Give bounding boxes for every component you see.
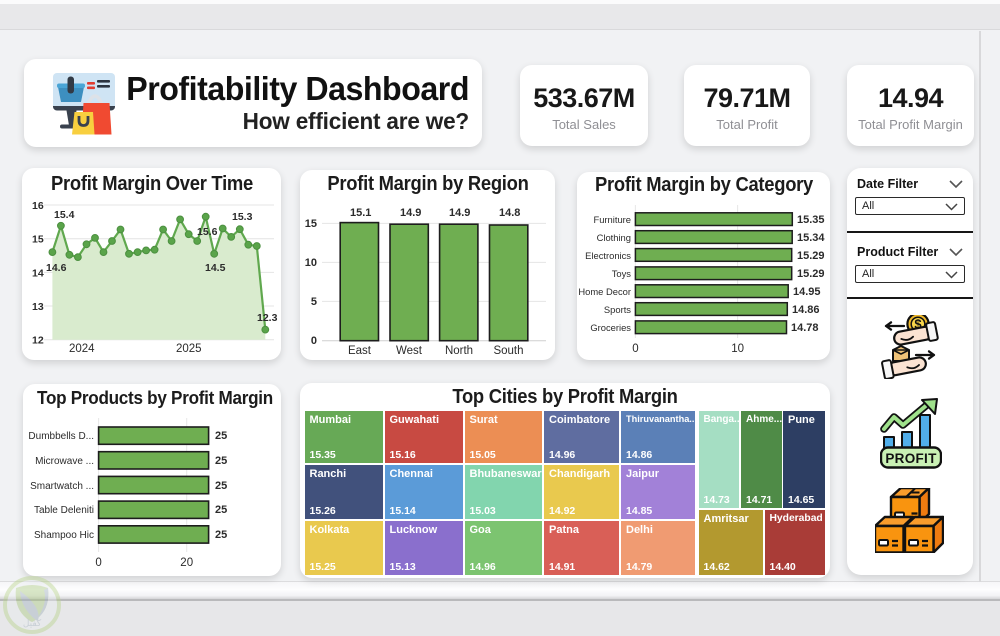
svg-text:2024: 2024 [69, 343, 95, 355]
svg-text:PROFIT: PROFIT [885, 451, 937, 466]
svg-text:15: 15 [305, 218, 317, 230]
svg-text:East: East [348, 345, 372, 357]
svg-text:Clothing: Clothing [597, 232, 631, 243]
svg-text:15.34: 15.34 [797, 232, 825, 244]
svg-text:Smartwatch ...: Smartwatch ... [30, 481, 94, 492]
svg-text:Table Deleniti: Table Deleniti [34, 505, 94, 516]
svg-text:Sports: Sports [604, 304, 631, 315]
svg-text:2025: 2025 [176, 343, 202, 355]
svg-text:5: 5 [311, 296, 317, 308]
svg-text:14.9: 14.9 [449, 207, 470, 219]
svg-text:25: 25 [215, 480, 227, 492]
svg-text:14.5: 14.5 [205, 262, 226, 274]
svg-text:14.95: 14.95 [793, 286, 821, 298]
svg-text:16: 16 [32, 200, 44, 212]
svg-text:15.29: 15.29 [797, 250, 825, 262]
svg-text:South: South [493, 345, 523, 357]
svg-text:Dumbbells D...: Dumbbells D... [28, 431, 94, 442]
svg-text:15.6: 15.6 [197, 226, 218, 238]
svg-text:Furniture: Furniture [593, 214, 631, 225]
svg-text:14.9: 14.9 [400, 207, 421, 219]
svg-text:15.4: 15.4 [54, 209, 75, 221]
svg-text:0: 0 [311, 335, 317, 347]
svg-text:Groceries: Groceries [590, 322, 631, 333]
svg-text:14.78: 14.78 [791, 322, 819, 334]
svg-text:14: 14 [32, 267, 44, 279]
svg-text:12.3: 12.3 [257, 312, 278, 324]
svg-text:12: 12 [32, 335, 44, 347]
svg-text:Microwave ...: Microwave ... [35, 456, 94, 467]
svg-text:Electronics: Electronics [585, 250, 631, 261]
svg-text:Toys: Toys [612, 268, 632, 279]
svg-text:15.29: 15.29 [797, 268, 825, 280]
svg-text:14.6: 14.6 [46, 262, 67, 274]
svg-text:كفيل: كفيل [23, 618, 42, 628]
svg-text:0: 0 [95, 557, 101, 569]
svg-text:15.35: 15.35 [797, 214, 825, 226]
svg-text:15: 15 [32, 234, 44, 246]
svg-text:Home Decor: Home Decor [578, 286, 631, 297]
svg-text:14.8: 14.8 [499, 207, 520, 219]
svg-text:West: West [396, 345, 423, 357]
svg-text:15.1: 15.1 [350, 207, 371, 219]
svg-text:25: 25 [215, 455, 227, 467]
svg-text:North: North [445, 345, 473, 357]
svg-text:$: $ [914, 317, 922, 332]
svg-text:25: 25 [215, 504, 227, 516]
svg-text:15.3: 15.3 [232, 211, 253, 223]
svg-text:14.86: 14.86 [792, 304, 820, 316]
svg-text:0: 0 [632, 343, 638, 355]
svg-text:20: 20 [180, 557, 193, 569]
svg-text:10: 10 [305, 257, 317, 269]
svg-text:13: 13 [32, 301, 44, 313]
svg-text:25: 25 [215, 529, 227, 541]
svg-text:10: 10 [731, 343, 744, 355]
svg-text:Shampoo Hic: Shampoo Hic [34, 530, 94, 541]
svg-text:25: 25 [215, 430, 227, 442]
